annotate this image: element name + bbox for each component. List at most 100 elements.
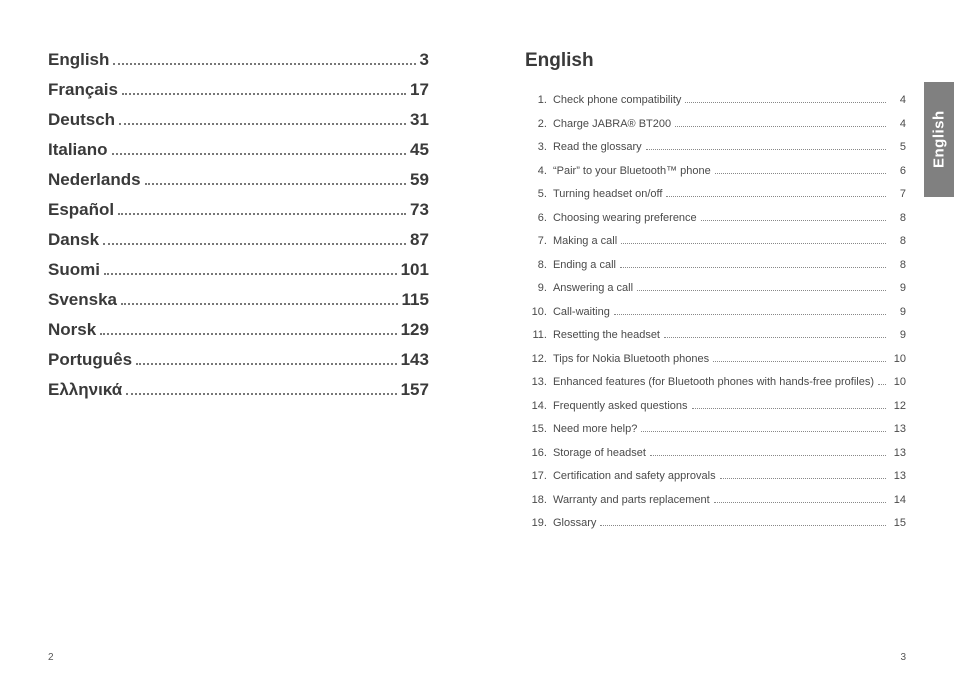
chapter-toc-label: Making a call	[553, 235, 617, 247]
chapter-toc-number: 2.	[525, 118, 553, 130]
language-toc-label: Português	[48, 350, 132, 370]
language-toc-row: Dansk87	[48, 230, 429, 250]
chapter-toc-row: 6.Choosing wearing preference8	[525, 212, 906, 224]
chapter-toc-label: Need more help?	[553, 423, 637, 435]
language-toc-page: 115	[402, 290, 429, 310]
language-toc-row: Ελληνικά 157	[48, 380, 429, 400]
chapter-toc-row: 4.“Pair” to your Bluetooth™ phone6	[525, 165, 906, 177]
toc-leader-dots	[136, 363, 397, 365]
chapter-toc: 1.Check phone compatibility42.Charge JAB…	[525, 94, 906, 529]
chapter-toc-number: 15.	[525, 423, 553, 435]
toc-leader-dots	[621, 243, 886, 244]
chapter-toc-label: Read the glossary	[553, 141, 642, 153]
chapter-toc-page: 8	[890, 212, 906, 224]
chapter-toc-label: Frequently asked questions	[553, 400, 688, 412]
toc-leader-dots	[675, 126, 886, 127]
toc-leader-dots	[878, 384, 886, 385]
language-toc-row: Español73	[48, 200, 429, 220]
chapter-toc-page: 15	[890, 517, 906, 529]
language-toc-label: Norsk	[48, 320, 96, 340]
toc-leader-dots	[113, 63, 415, 65]
language-toc-row: Italiano45	[48, 140, 429, 160]
language-toc-label: Español	[48, 200, 114, 220]
chapter-toc-row: 9.Answering a call9	[525, 282, 906, 294]
chapter-toc-page: 5	[890, 141, 906, 153]
language-toc-row: Svenska 115	[48, 290, 429, 310]
chapter-toc-page: 9	[890, 329, 906, 341]
toc-leader-dots	[637, 290, 886, 291]
chapter-toc-label: Tips for Nokia Bluetooth phones	[553, 353, 709, 365]
language-toc-page: 31	[410, 110, 429, 130]
chapter-toc-number: 12.	[525, 353, 553, 365]
language-toc-page: 3	[420, 50, 429, 70]
chapter-toc-number: 14.	[525, 400, 553, 412]
toc-leader-dots	[600, 525, 886, 526]
chapter-toc-label: Call-waiting	[553, 306, 610, 318]
chapter-toc-number: 10.	[525, 306, 553, 318]
chapter-toc-page: 9	[890, 282, 906, 294]
chapter-toc-row: 3.Read the glossary 5	[525, 141, 906, 153]
chapter-toc-row: 10.Call-waiting 9	[525, 306, 906, 318]
chapter-toc-number: 13.	[525, 376, 553, 388]
chapter-toc-page: 13	[890, 470, 906, 482]
toc-leader-dots	[692, 408, 887, 409]
chapter-toc-row: 14.Frequently asked questions 12	[525, 400, 906, 412]
toc-leader-dots	[122, 93, 406, 95]
chapter-toc-page: 4	[890, 118, 906, 130]
chapter-toc-row: 19.Glossary15	[525, 517, 906, 529]
chapter-toc-label: Storage of headset	[553, 447, 646, 459]
language-toc-page: 45	[410, 140, 429, 160]
language-toc-label: Dansk	[48, 230, 99, 250]
chapter-toc-number: 11.	[525, 329, 553, 341]
chapter-toc-label: Glossary	[553, 517, 596, 529]
chapter-toc-row: 16.Storage of headset13	[525, 447, 906, 459]
chapter-toc-row: 5.Turning headset on/off7	[525, 188, 906, 200]
chapter-toc-page: 8	[890, 259, 906, 271]
language-toc-row: English 3	[48, 50, 429, 70]
language-toc-label: Ελληνικά	[48, 380, 122, 400]
language-toc-row: Suomi101	[48, 260, 429, 280]
language-toc-row: Deutsch 31	[48, 110, 429, 130]
chapter-toc-number: 1.	[525, 94, 553, 106]
toc-leader-dots	[713, 361, 886, 362]
chapter-toc-row: 11.Resetting the headset9	[525, 329, 906, 341]
page-spread: English3Français17Deutsch31Italiano45Ned…	[0, 0, 954, 687]
toc-leader-dots	[715, 173, 886, 174]
toc-leader-dots	[126, 393, 396, 395]
right-page: English 1.Check phone compatibility42.Ch…	[477, 0, 954, 687]
chapter-toc-label: Warranty and parts replacement	[553, 494, 710, 506]
toc-leader-dots	[119, 123, 406, 125]
toc-leader-dots	[118, 213, 406, 215]
chapter-toc-label: Certification and safety approvals	[553, 470, 716, 482]
chapter-toc-page: 12	[890, 400, 906, 412]
toc-leader-dots	[720, 478, 886, 479]
chapter-toc-number: 6.	[525, 212, 553, 224]
chapter-toc-page: 9	[890, 306, 906, 318]
chapter-toc-row: 17.Certification and safety approvals 13	[525, 470, 906, 482]
language-toc-label: English	[48, 50, 109, 70]
right-page-number: 3	[900, 652, 906, 663]
left-page: English3Français17Deutsch31Italiano45Ned…	[0, 0, 477, 687]
chapter-toc-row: 2.Charge JABRA® BT2004	[525, 118, 906, 130]
toc-leader-dots	[664, 337, 886, 338]
chapter-toc-number: 17.	[525, 470, 553, 482]
toc-leader-dots	[701, 220, 886, 221]
chapter-toc-row: 7.Making a call8	[525, 235, 906, 247]
chapter-toc-page: 10	[890, 376, 906, 388]
chapter-toc-number: 8.	[525, 259, 553, 271]
language-toc-label: Français	[48, 80, 118, 100]
toc-leader-dots	[646, 149, 886, 150]
section-title: English	[525, 50, 906, 72]
language-toc-row: Português143	[48, 350, 429, 370]
toc-leader-dots	[620, 267, 886, 268]
toc-leader-dots	[685, 102, 886, 103]
language-toc-label: Deutsch	[48, 110, 115, 130]
chapter-toc-row: 13.Enhanced features (for Bluetooth phon…	[525, 376, 906, 388]
chapter-toc-number: 3.	[525, 141, 553, 153]
chapter-toc-label: Answering a call	[553, 282, 633, 294]
language-toc-label: Nederlands	[48, 170, 141, 190]
language-toc-label: Svenska	[48, 290, 117, 310]
language-toc-page: 157	[401, 380, 429, 400]
toc-leader-dots	[650, 455, 886, 456]
chapter-toc-page: 6	[890, 165, 906, 177]
